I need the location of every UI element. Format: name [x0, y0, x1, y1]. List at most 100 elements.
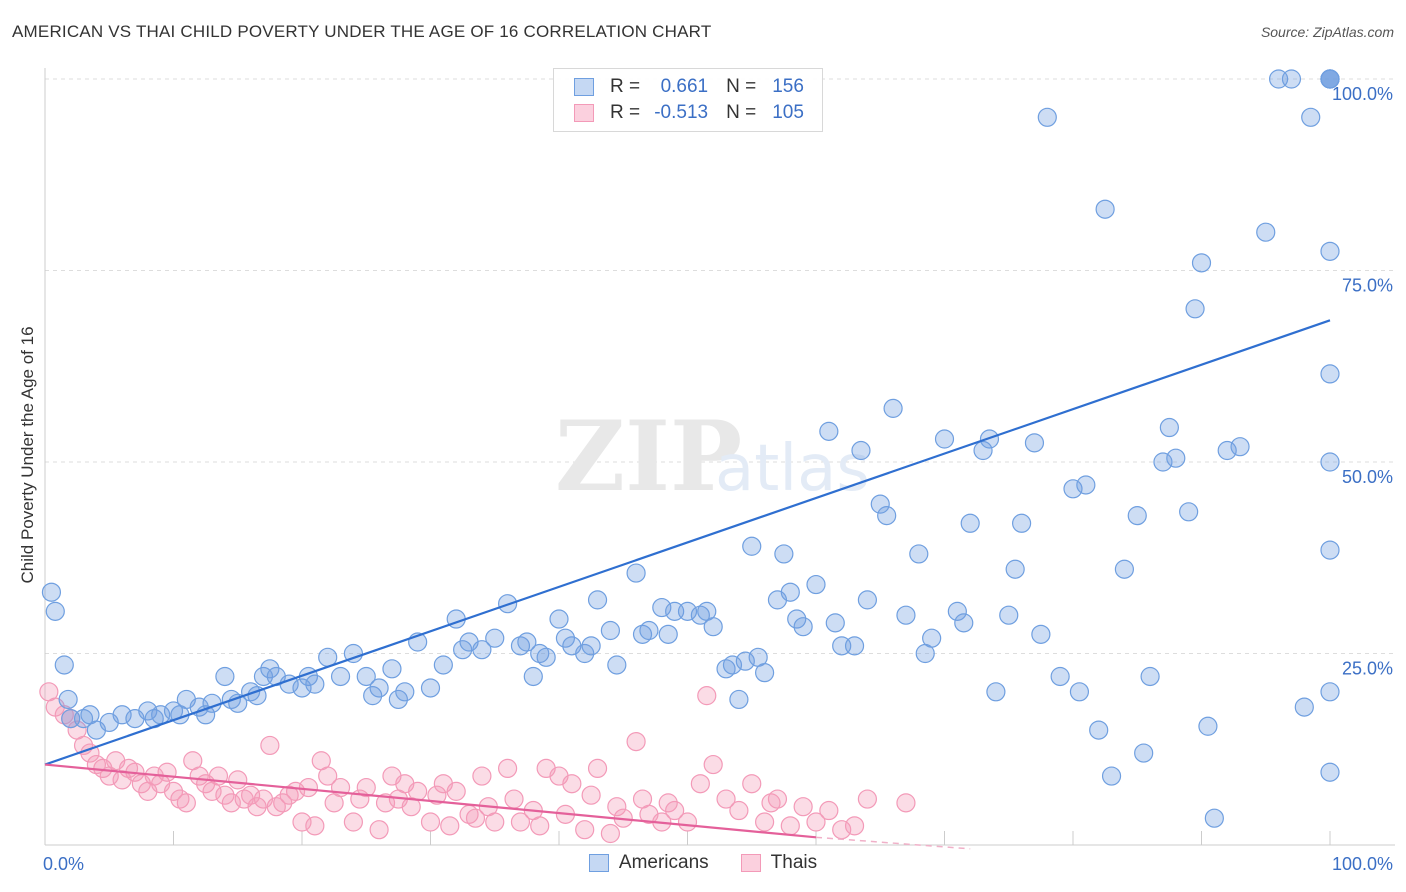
- thais-point: [163, 781, 184, 801]
- thais-point: [241, 785, 261, 805]
- americans-point: [41, 582, 62, 602]
- americans-point: [1320, 241, 1340, 261]
- thais-point: [793, 797, 813, 817]
- thais-point: [215, 785, 235, 805]
- thais-point: [375, 793, 396, 813]
- americans-point: [138, 701, 158, 721]
- americans-point: [369, 678, 389, 698]
- thais-point: [844, 816, 865, 836]
- americans-point: [922, 628, 942, 648]
- legend-label-thais: Thais: [770, 852, 818, 873]
- thais-point: [408, 781, 428, 801]
- thais-point: [780, 816, 800, 836]
- legend-n-value: 105: [772, 102, 804, 123]
- americans-point: [1069, 682, 1090, 702]
- americans-point: [909, 544, 929, 564]
- americans-point: [806, 574, 826, 595]
- americans-point: [825, 613, 845, 633]
- trend-lines: [44, 319, 1331, 850]
- thais-point: [221, 793, 241, 813]
- legend-row-thais: R = -0.513 N = 105: [574, 100, 804, 126]
- source-label: Source: ZipAtlas.com: [1260, 24, 1394, 40]
- legend-n-value: 156: [772, 76, 804, 97]
- americans-point: [960, 513, 980, 533]
- thais-points: [39, 682, 916, 844]
- x-tick-label: 100.0%: [1332, 854, 1393, 874]
- americans-point: [1185, 299, 1205, 319]
- thais-point: [607, 797, 627, 817]
- americans-point: [1076, 475, 1096, 495]
- thais-point: [504, 789, 524, 809]
- americans-point: [626, 563, 646, 583]
- thais-point: [446, 781, 466, 801]
- americans-point: [247, 686, 267, 706]
- americans-point: [363, 686, 383, 706]
- legend-r-label: R =: [610, 76, 641, 97]
- thais-point: [510, 812, 531, 832]
- thais-point: [716, 789, 736, 809]
- y-tick-label: 50.0%: [1342, 467, 1393, 487]
- americans-point: [112, 705, 132, 725]
- thais-point: [356, 777, 376, 798]
- thais-point: [472, 766, 492, 786]
- thais-trend-extension: [815, 836, 971, 850]
- americans-point: [819, 421, 839, 441]
- americans-point: [639, 620, 659, 641]
- americans-point: [1101, 766, 1122, 786]
- thais-point: [176, 793, 196, 813]
- thais-point: [228, 770, 248, 790]
- thais-point: [581, 785, 601, 805]
- americans-point: [1089, 720, 1109, 740]
- y-tick-label: 75.0%: [1342, 276, 1393, 296]
- thais-point: [247, 797, 267, 817]
- americans-point: [999, 605, 1019, 625]
- legend-n-label: N =: [726, 76, 757, 97]
- americans-point: [1217, 440, 1237, 461]
- thais-point: [440, 816, 460, 836]
- thais-point: [305, 816, 325, 836]
- thais-point: [343, 812, 363, 832]
- legend-swatch-thais: [740, 854, 761, 872]
- thais-point: [498, 758, 518, 779]
- thais-point: [806, 812, 826, 832]
- americans-point: [600, 620, 621, 641]
- americans-point: [1281, 69, 1302, 89]
- axes: [44, 68, 1395, 846]
- americans-point: [45, 601, 65, 621]
- thais-point: [292, 812, 312, 832]
- americans-point: [703, 617, 723, 637]
- watermark: ZIP atlas: [555, 400, 870, 513]
- legend-item-americans: Americans: [588, 852, 709, 874]
- thais-point: [690, 774, 710, 794]
- americans-point: [1230, 437, 1250, 457]
- thais-point: [260, 735, 280, 756]
- thais-point: [427, 785, 447, 805]
- americans-point: [54, 655, 74, 675]
- watermark-atlas: atlas: [715, 432, 870, 506]
- legend-row-americans: R = 0.661 N = 156: [574, 74, 804, 100]
- legend-swatch-americans: [588, 854, 609, 872]
- americans-trend-line: [44, 319, 1331, 766]
- thais-point: [420, 812, 441, 832]
- thais-point: [530, 816, 550, 836]
- series-legend: Americans Thais: [0, 852, 1406, 874]
- grid-lines: [45, 78, 1395, 654]
- thais-point: [665, 800, 685, 821]
- thais-point: [465, 808, 486, 828]
- americans-point: [472, 640, 492, 660]
- americans-point: [305, 674, 325, 694]
- americans-point: [774, 544, 794, 564]
- americans-point: [1320, 452, 1340, 472]
- legend-r-label: R =: [610, 102, 641, 123]
- americans-point: [58, 689, 78, 710]
- thais-point: [729, 800, 749, 821]
- americans-point: [260, 659, 280, 679]
- americans-point: [382, 659, 402, 679]
- americans-point: [851, 440, 871, 461]
- americans-point: [1198, 716, 1218, 736]
- legend-n-label: N =: [726, 102, 757, 123]
- americans-point: [973, 440, 993, 461]
- americans-point: [947, 601, 967, 621]
- americans-point: [1127, 506, 1147, 526]
- correlation-legend: R = 0.661 N = 156 R = -0.513 N = 105: [553, 68, 823, 132]
